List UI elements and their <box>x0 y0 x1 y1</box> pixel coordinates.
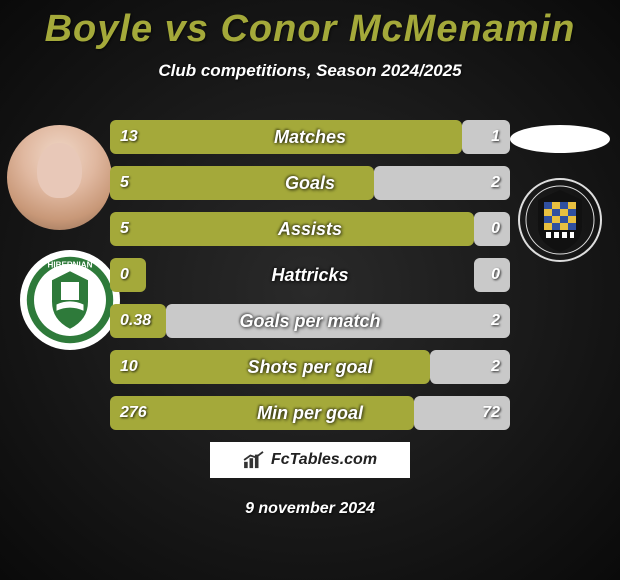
team-right-badge <box>510 178 610 263</box>
team-left-badge: HIBERNIAN <box>20 250 120 350</box>
stat-row: 50Assists <box>110 212 510 246</box>
stat-value-right: 0 <box>491 212 500 246</box>
player-right-placeholder <box>510 125 610 153</box>
stat-value-left: 276 <box>120 396 147 430</box>
stat-bar-right <box>462 120 510 154</box>
stat-bar-right <box>166 304 510 338</box>
stat-value-right: 72 <box>482 396 500 430</box>
stat-bar-left <box>110 396 414 430</box>
stat-row: 102Shots per goal <box>110 350 510 384</box>
stat-bar-left <box>110 350 430 384</box>
stat-value-left: 10 <box>120 350 138 384</box>
stat-value-right: 2 <box>491 350 500 384</box>
stat-value-right: 1 <box>491 120 500 154</box>
player-left-photo <box>7 125 112 230</box>
stat-label: Hattricks <box>110 258 510 292</box>
stat-row: 52Goals <box>110 166 510 200</box>
stat-row: 0.382Goals per match <box>110 304 510 338</box>
stat-row: 0 0Hattricks <box>110 258 510 292</box>
fctables-label: FcTables.com <box>271 451 377 469</box>
stat-value-right: 2 <box>491 304 500 338</box>
stat-value-left: 0.38 <box>120 304 151 338</box>
stat-bar-right <box>374 166 510 200</box>
svg-text:HIBERNIAN: HIBERNIAN <box>48 261 93 270</box>
stat-value-left: 0 <box>120 258 129 292</box>
stats-area: 131Matches52Goals50Assists00Hattricks0.3… <box>110 120 510 442</box>
chart-icon <box>243 451 265 469</box>
fctables-watermark: FcTables.com <box>210 442 410 478</box>
stat-value-left: 5 <box>120 212 129 246</box>
stat-bar-left <box>110 212 474 246</box>
comparison-date: 9 november 2024 <box>0 500 620 518</box>
stat-value-right: 0 <box>491 258 500 292</box>
stat-bar-left <box>110 166 374 200</box>
comparison-subtitle: Club competitions, Season 2024/2025 <box>0 61 620 81</box>
stat-bar-left <box>110 120 462 154</box>
stat-value-left: 13 <box>120 120 138 154</box>
comparison-title: Boyle vs Conor McMenamin <box>0 0 620 51</box>
stat-value-right: 2 <box>491 166 500 200</box>
stat-row: 27672Min per goal <box>110 396 510 430</box>
stat-value-left: 5 <box>120 166 129 200</box>
stat-row: 131Matches <box>110 120 510 154</box>
